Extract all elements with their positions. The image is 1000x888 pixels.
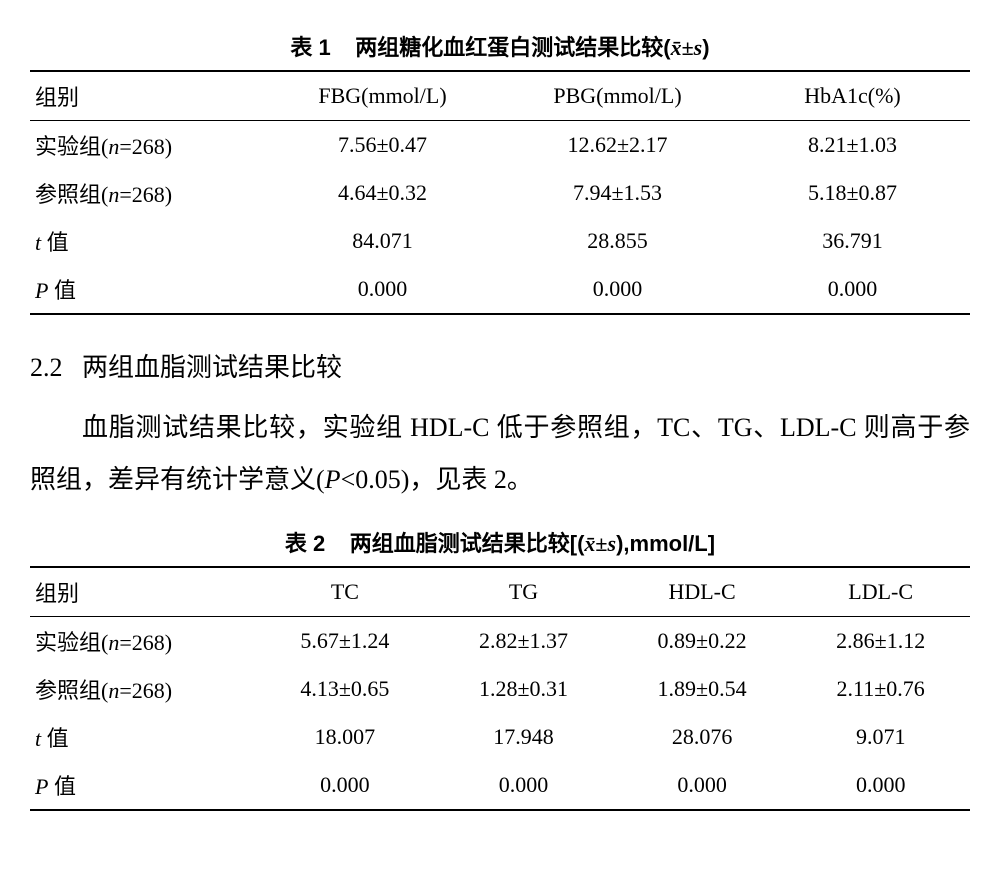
table-row: t 值 84.071 28.855 36.791 (30, 217, 970, 265)
table1-r2-c2: 36.791 (735, 217, 970, 265)
table2-r3-c0: 0.000 (256, 761, 435, 810)
table-row: 参照组(n=268) 4.64±0.32 7.94±1.53 5.18±0.87 (30, 169, 970, 217)
table2-r0-c2: 0.89±0.22 (613, 616, 792, 665)
paragraph-text: 血脂测试结果比较，实验组 HDL-C 低于参照组，TC、TG、LDL-C 则高于… (30, 402, 970, 506)
table-row: P 值 0.000 0.000 0.000 (30, 265, 970, 314)
table1-r1-c0: 4.64±0.32 (265, 169, 500, 217)
table2-r3-c2: 0.000 (613, 761, 792, 810)
table1-r0-c2: 8.21±1.03 (735, 121, 970, 170)
table1-header-1: FBG(mmol/L) (265, 71, 500, 121)
table2-header-2: TG (434, 567, 613, 617)
table1-header-row: 组别 FBG(mmol/L) PBG(mmol/L) HbA1c(%) (30, 71, 970, 121)
table2-r1-c0: 4.13±0.65 (256, 665, 435, 713)
table1-r1-c1: 7.94±1.53 (500, 169, 735, 217)
section-title: 两组血脂测试结果比较 (82, 353, 342, 382)
table1-r3-c1: 0.000 (500, 265, 735, 314)
table-row: 实验组(n=268) 7.56±0.47 12.62±2.17 8.21±1.0… (30, 121, 970, 170)
table2-header-3: HDL-C (613, 567, 792, 617)
table1-r0-c1: 12.62±2.17 (500, 121, 735, 170)
table2-header-row: 组别 TC TG HDL-C LDL-C (30, 567, 970, 617)
table1-r2-label: t 值 (30, 217, 265, 265)
table2-r1-label: 参照组(n=268) (30, 665, 256, 713)
table1-r1-c2: 5.18±0.87 (735, 169, 970, 217)
table1-caption-text: 两组糖化血红蛋白测试结果比较( (355, 35, 670, 60)
table2-r2-label: t 值 (30, 713, 256, 761)
table2-r2-c1: 17.948 (434, 713, 613, 761)
table1: 组别 FBG(mmol/L) PBG(mmol/L) HbA1c(%) 实验组(… (30, 70, 970, 315)
section-heading: 2.2 两组血脂测试结果比较 (30, 345, 970, 392)
table1-xbar: x̄±s (671, 35, 703, 60)
table1-caption: 表 1 两组糖化血红蛋白测试结果比较(x̄±s) (30, 30, 970, 62)
table2-r0-c0: 5.67±1.24 (256, 616, 435, 665)
table2-caption-suffix: ),mmol/L] (616, 531, 715, 556)
table2-r2-c0: 18.007 (256, 713, 435, 761)
table2-r1-c1: 1.28±0.31 (434, 665, 613, 713)
section-number: 2.2 (30, 353, 63, 382)
table1-header-3: HbA1c(%) (735, 71, 970, 121)
table1-r3-c0: 0.000 (265, 265, 500, 314)
table-row: P 值 0.000 0.000 0.000 0.000 (30, 761, 970, 810)
table2-header-0: 组别 (30, 567, 256, 617)
table1-r2-c1: 28.855 (500, 217, 735, 265)
table2-header-4: LDL-C (791, 567, 970, 617)
table2-r0-c1: 2.82±1.37 (434, 616, 613, 665)
table2-xbar: x̄±s (584, 531, 616, 556)
table-row: 参照组(n=268) 4.13±0.65 1.28±0.31 1.89±0.54… (30, 665, 970, 713)
table2-r3-label: P 值 (30, 761, 256, 810)
table2-r0-c3: 2.86±1.12 (791, 616, 970, 665)
table2-r1-c2: 1.89±0.54 (613, 665, 792, 713)
table1-r2-c0: 84.071 (265, 217, 500, 265)
table1-r3-label: P 值 (30, 265, 265, 314)
table1-header-2: PBG(mmol/L) (500, 71, 735, 121)
table2-r2-c2: 28.076 (613, 713, 792, 761)
table2-r2-c3: 9.071 (791, 713, 970, 761)
table2-r3-c1: 0.000 (434, 761, 613, 810)
table2-r3-c3: 0.000 (791, 761, 970, 810)
table1-r0-label: 实验组(n=268) (30, 121, 265, 170)
table1-caption-prefix: 表 1 (290, 35, 330, 60)
table2-r0-label: 实验组(n=268) (30, 616, 256, 665)
table1-r1-label: 参照组(n=268) (30, 169, 265, 217)
table2-caption-text: 两组血脂测试结果比较[( (350, 531, 585, 556)
table2-r1-c3: 2.11±0.76 (791, 665, 970, 713)
table-row: 实验组(n=268) 5.67±1.24 2.82±1.37 0.89±0.22… (30, 616, 970, 665)
table2: 组别 TC TG HDL-C LDL-C 实验组(n=268) 5.67±1.2… (30, 566, 970, 811)
table2-caption: 表 2 两组血脂测试结果比较[(x̄±s),mmol/L] (30, 526, 970, 558)
table-row: t 值 18.007 17.948 28.076 9.071 (30, 713, 970, 761)
table2-header-1: TC (256, 567, 435, 617)
table1-caption-suffix: ) (702, 35, 709, 60)
table1-header-0: 组别 (30, 71, 265, 121)
table1-r3-c2: 0.000 (735, 265, 970, 314)
table1-r0-c0: 7.56±0.47 (265, 121, 500, 170)
table2-caption-prefix: 表 2 (285, 531, 325, 556)
